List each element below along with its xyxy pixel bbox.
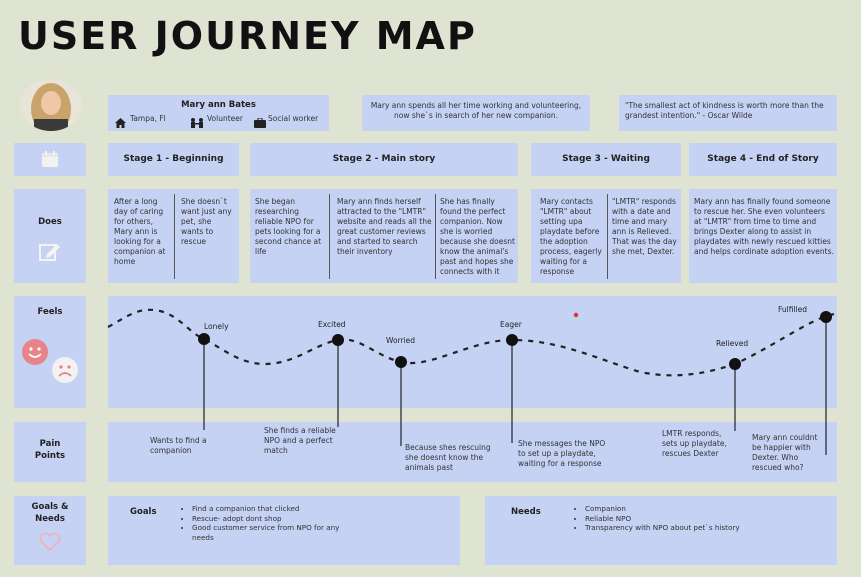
does-text: Mary ann finds herself attracted to the … — [337, 197, 432, 256]
emotion-label: Fulfilled — [778, 305, 808, 314]
does-text: After a long day of caring for others, M… — [114, 197, 166, 266]
does-text: Mary ann has finally found someone to re… — [694, 197, 834, 256]
need-item: Reliable NPO — [585, 514, 845, 524]
emotion-label: Relieved — [716, 339, 749, 348]
emotion-label: Excited — [318, 320, 346, 329]
pain-point-text: Mary ann couldnt be happier with Dexter.… — [752, 433, 818, 472]
does-text: She began researching reliable NPO for p… — [255, 197, 322, 256]
need-item: Companion — [585, 504, 845, 514]
persona-quote: "The smallest act of kindness is worth m… — [619, 95, 837, 131]
feels-panel — [108, 296, 837, 408]
goals-heading: Goals — [130, 507, 157, 517]
pain-point-text: Because shes rescuing she doesnt know th… — [405, 443, 491, 472]
page-title: USER JOURNEY MAP — [18, 14, 477, 58]
does-row-label: Does — [14, 189, 86, 283]
pain-point-text: She messages the NPO to set up a playdat… — [518, 439, 606, 468]
emotion-pin — [729, 358, 741, 431]
divider — [174, 194, 175, 279]
volunteer-icon — [190, 113, 204, 132]
briefcase-icon — [254, 113, 266, 132]
divider — [329, 194, 330, 279]
goal-item: Good customer service from NPO for any n… — [192, 523, 362, 542]
emotion-label: Lonely — [204, 322, 229, 331]
emotion-label: Worried — [386, 336, 416, 345]
calendar-icon — [41, 150, 59, 172]
pain-point-text: LMTR responds, sets up playdate, rescues… — [662, 429, 727, 458]
does-text: She has finally found the perfect compan… — [440, 197, 515, 276]
goal-item: Rescue- adopt dont shop — [192, 514, 362, 524]
does-text: Mary contacts "LMTR" about setting upa p… — [540, 197, 602, 276]
needs-heading: Needs — [511, 507, 541, 517]
does-stage-3: Mary contacts "LMTR" about setting upa p… — [531, 189, 681, 283]
stage-2-header: Stage 2 - Main story — [250, 143, 518, 176]
emotion-pin — [332, 334, 344, 427]
feels-label: Feels — [37, 307, 63, 317]
emotion-pin — [395, 356, 407, 446]
needs-panel: Needs Companion Reliable NPO Transparenc… — [485, 496, 837, 565]
emotion-label: Eager — [500, 320, 522, 329]
stage-1-header: Stage 1 - Beginning — [108, 143, 239, 176]
calendar-box — [14, 143, 86, 176]
pain-point-text: She finds a reliable NPO and a perfect m… — [264, 426, 336, 455]
pain-panel — [108, 422, 837, 482]
does-stage-4: Mary ann has finally found someone to re… — [689, 189, 837, 283]
emotion-pin — [820, 311, 832, 455]
pain-row-label: Pain Points — [14, 422, 86, 482]
divider — [607, 194, 608, 279]
persona-bio: Mary ann spends all her time working and… — [362, 95, 590, 131]
persona-avatar — [20, 79, 82, 131]
does-label: Does — [38, 217, 62, 227]
goals-list: Find a companion that clicked Rescue- ad… — [180, 504, 362, 542]
goal-item: Find a companion that clicked — [192, 504, 362, 514]
does-text: She doesn`t want just any pet, she wants… — [181, 197, 232, 246]
pain-label: Pain Points — [34, 439, 66, 461]
stage-3-header: Stage 3 - Waiting — [531, 143, 681, 176]
persona-role-social-worker: Social worker — [268, 114, 319, 123]
emotion-pin — [506, 334, 518, 443]
sad-face-icon — [51, 356, 79, 388]
does-stage-2: She began researching reliable NPO for p… — [250, 189, 518, 283]
persona-role-volunteer: Volunteer — [207, 114, 243, 123]
goals-panel: Goals Find a companion that clicked Resc… — [108, 496, 460, 565]
needs-list: Companion Reliable NPO Transparency with… — [573, 504, 845, 533]
feels-row-label: Feels — [14, 296, 86, 408]
home-icon — [115, 113, 126, 132]
need-item: Transparency with NPO about pet`s histor… — [585, 523, 845, 533]
persona-card: Mary ann Bates Tampa, Fl Volunteer Socia… — [108, 95, 329, 131]
edit-icon — [39, 241, 61, 267]
goals-row-label: Goals & Needs — [14, 496, 86, 565]
happy-face-icon — [21, 338, 49, 370]
accent-dot — [573, 312, 579, 318]
goals-needs-label: Goals & Needs — [31, 502, 69, 524]
emotion-pin — [198, 333, 210, 430]
does-stage-1: After a long day of caring for others, M… — [108, 189, 239, 283]
stage-4-header: Stage 4 - End of Story — [689, 143, 837, 176]
pain-point-text: Wants to find a companion — [150, 436, 207, 455]
does-text: "LMTR" responds with a date and time and… — [612, 197, 677, 256]
persona-name: Mary ann Bates — [181, 100, 256, 110]
divider — [435, 194, 436, 279]
persona-location: Tampa, Fl — [130, 114, 166, 123]
heart-icon — [39, 532, 61, 555]
